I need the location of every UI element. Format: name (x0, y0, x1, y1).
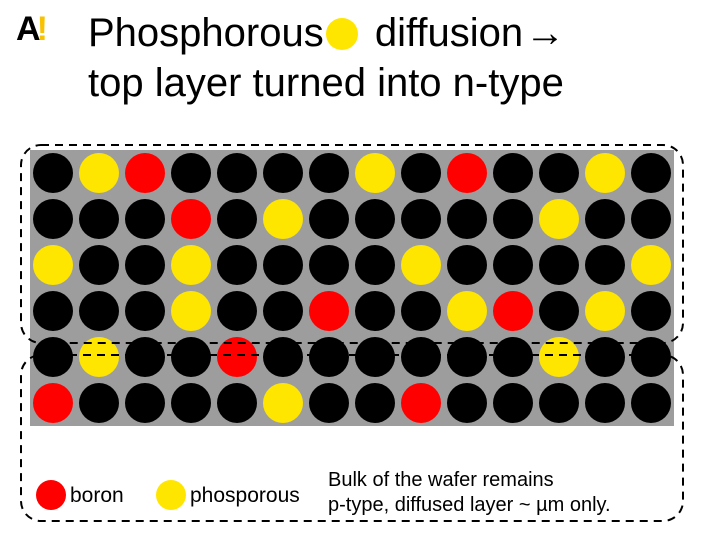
legend-phosphorous-label: phosporous (190, 484, 300, 508)
title-pre: Phosphorous (88, 11, 324, 55)
phosphorous-icon (326, 18, 358, 50)
title-line-2: top layer turned into n-type (88, 58, 688, 108)
arrow-icon: → (525, 11, 565, 55)
legend-note: Bulk of the wafer remainsp-type, diffuse… (328, 468, 611, 518)
logo: A! (16, 10, 58, 52)
legend-phosphorous-icon (156, 480, 186, 510)
page-title: Phosphorous diffusion→top layer turned i… (88, 8, 688, 108)
legend-boron-label: boron (70, 484, 124, 508)
legend-note-line-2: p-type, diffused layer ~ µm only. (328, 493, 611, 518)
legend-note-line-1: Bulk of the wafer remains (328, 468, 611, 493)
n-type-region-outline (20, 144, 684, 344)
logo-bang: ! (37, 10, 48, 48)
legend-boron-icon (36, 480, 66, 510)
title-post: diffusion (364, 11, 523, 55)
title-line-1: Phosphorous diffusion→ (88, 8, 688, 58)
logo-a: A (16, 10, 39, 48)
